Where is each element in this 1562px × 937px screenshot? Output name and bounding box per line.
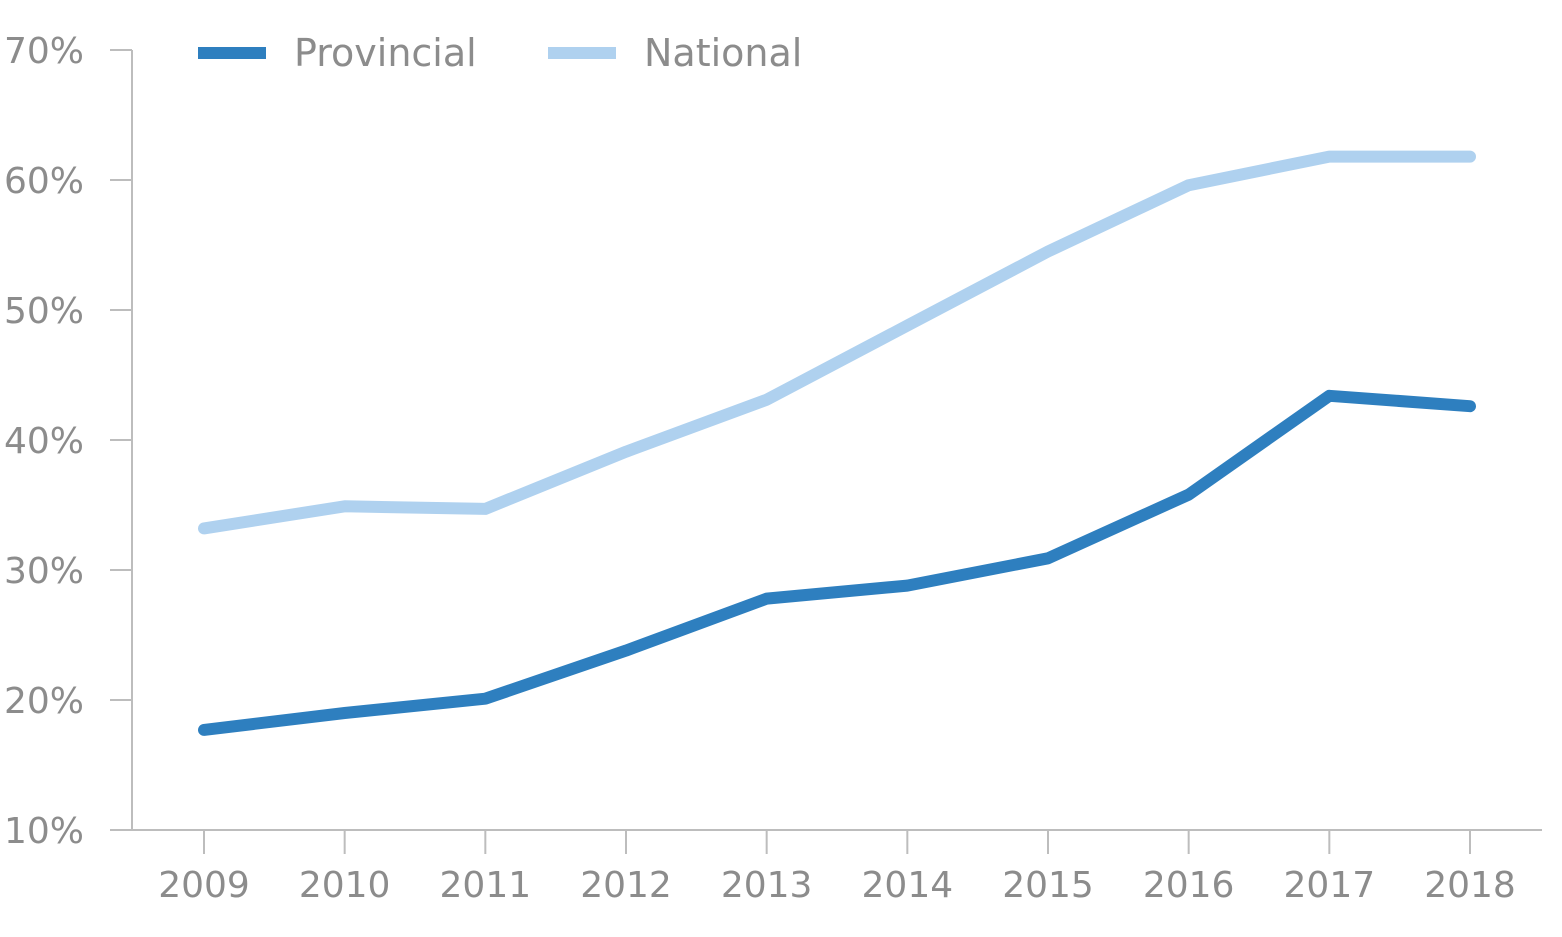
data-point-national — [203, 527, 205, 529]
x-tick-label: 2017 — [1284, 865, 1376, 906]
x-tick-label: 2009 — [158, 865, 250, 906]
y-tick-label: 70% — [4, 31, 84, 72]
data-point-national — [1328, 156, 1330, 158]
legend-label-provincial: Provincial — [294, 31, 477, 75]
y-tick-label: 40% — [4, 421, 84, 462]
data-point-national — [1469, 156, 1471, 158]
x-tick-label: 2013 — [721, 865, 813, 906]
data-point-provincial — [906, 585, 908, 587]
legend: Provincial National — [198, 31, 802, 75]
data-point-provincial — [1188, 494, 1190, 496]
data-point-national — [625, 451, 627, 453]
data-point-provincial — [484, 698, 486, 700]
y-tick-label: 50% — [4, 291, 84, 332]
data-point-national — [1188, 184, 1190, 186]
data-point-national — [344, 505, 346, 507]
y-tick-label: 60% — [4, 161, 84, 202]
series-layer — [198, 150, 1476, 736]
data-point-provincial — [203, 729, 205, 731]
x-tick-label: 2012 — [580, 865, 672, 906]
x-tick-label: 2016 — [1143, 865, 1235, 906]
data-point-provincial — [1047, 557, 1049, 559]
series-line-provincial — [198, 389, 1476, 736]
y-tick-label: 10% — [4, 811, 84, 852]
y-tick-label: 20% — [4, 681, 84, 722]
x-tick-label: 2014 — [862, 865, 954, 906]
data-point-provincial — [344, 712, 346, 714]
x-tick-label: 2018 — [1424, 865, 1516, 906]
data-point-national — [766, 399, 768, 401]
data-point-national — [1047, 251, 1049, 253]
data-point-provincial — [1328, 395, 1330, 397]
x-tick-label: 2011 — [440, 865, 532, 906]
data-point-national — [906, 325, 908, 327]
x-tick-label: 2010 — [299, 865, 391, 906]
data-point-provincial — [766, 598, 768, 600]
y-tick-label: 30% — [4, 551, 84, 592]
data-point-provincial — [625, 650, 627, 652]
y-axis: 10% 20% 30% 40% 50% 60% 70% — [4, 31, 133, 852]
x-tick-label: 2015 — [1002, 865, 1094, 906]
legend-label-national: National — [644, 31, 802, 75]
data-point-provincial — [1469, 405, 1471, 407]
data-point-national — [484, 508, 486, 510]
x-axis: 2009 2010 2011 2012 2013 2014 2015 2016 2017 2018 — [132, 829, 1542, 906]
series-line-national — [198, 150, 1476, 535]
